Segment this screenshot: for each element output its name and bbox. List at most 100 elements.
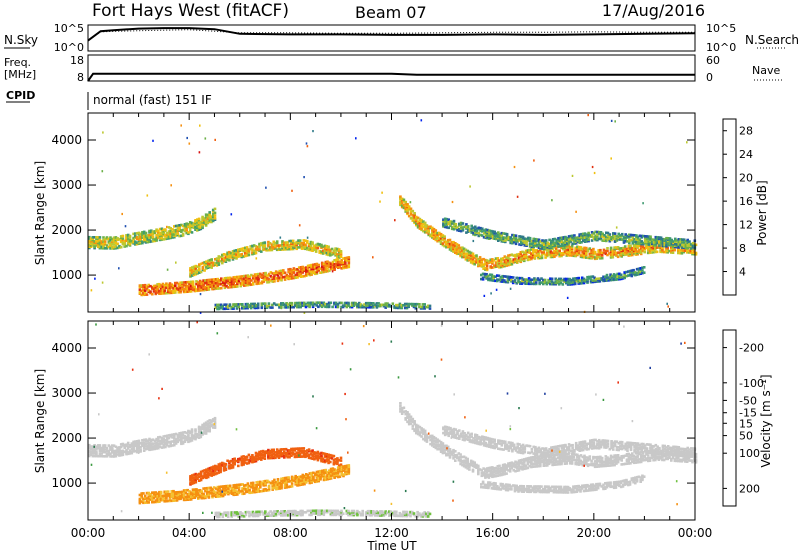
echo-cell — [230, 492, 234, 495]
echo-cell — [178, 224, 181, 227]
echo-cell — [368, 303, 372, 306]
echo-cell — [197, 431, 201, 434]
echo-cell — [228, 464, 231, 467]
echo-cell — [519, 257, 523, 261]
echo-cell — [515, 253, 519, 256]
echo-cell — [605, 276, 609, 280]
echo-cell — [459, 248, 462, 251]
echo-cell — [244, 488, 248, 491]
echo-cell — [585, 233, 589, 236]
echo-cell — [330, 251, 334, 255]
echo-cell — [116, 449, 119, 452]
echo-cell — [128, 242, 132, 246]
echo-cell — [291, 246, 295, 249]
echo-cell — [285, 302, 288, 305]
echo-cell — [148, 229, 151, 233]
echo-cell — [588, 254, 592, 257]
echo-cell — [151, 491, 154, 494]
echo-cell — [448, 238, 452, 242]
echo-cell — [167, 234, 171, 237]
echo-cell — [619, 273, 623, 277]
echo-cell — [140, 284, 143, 287]
echo-cell — [339, 463, 343, 466]
echo-cell — [262, 272, 266, 275]
echo-cell — [95, 237, 98, 240]
echo-cell — [340, 258, 343, 262]
echo-cell — [293, 455, 297, 459]
echo-cell — [474, 228, 477, 231]
echo-cell — [191, 288, 195, 292]
echo-cell — [288, 453, 291, 456]
echo-cell — [255, 278, 258, 282]
echo-cell — [187, 437, 190, 441]
echo-cell — [274, 271, 278, 275]
echo-cell — [240, 247, 244, 251]
echo-cell — [144, 234, 148, 237]
echo-cell — [198, 279, 202, 283]
echo-cell — [274, 487, 278, 491]
echo-cell — [431, 226, 434, 230]
echo-cell — [142, 284, 145, 287]
echo-cell — [638, 248, 641, 252]
echo-cell — [514, 253, 517, 257]
echo-cell — [535, 238, 539, 241]
echo-cell — [206, 266, 210, 269]
echo-cell — [546, 245, 550, 249]
echo-cell — [640, 242, 643, 246]
echo-cell — [212, 490, 216, 493]
echo-cell — [91, 452, 95, 455]
echo-cell — [272, 247, 275, 250]
echo-cell — [197, 217, 201, 221]
echo-cell — [154, 291, 158, 294]
echo-cell — [436, 234, 439, 238]
echo-cell — [134, 449, 137, 453]
echo-cell — [658, 236, 661, 239]
echo-cell — [320, 250, 323, 253]
echo-cell — [256, 245, 259, 249]
echo-cell — [298, 450, 302, 453]
echo-cell — [507, 257, 510, 260]
echo-cell — [167, 445, 171, 448]
echo-cell — [574, 248, 577, 251]
echo-cell — [241, 279, 244, 282]
echo-cell — [688, 240, 691, 243]
echo-cell — [271, 306, 274, 309]
echo-cell — [482, 236, 486, 239]
echo-cell — [581, 253, 584, 256]
echo-cell — [442, 223, 445, 227]
echo-cell — [519, 276, 522, 280]
echo-speck — [303, 311, 306, 314]
echo-cell — [332, 250, 336, 254]
echo-cell — [595, 257, 599, 260]
echo-cell — [427, 233, 430, 237]
echo-cell — [298, 239, 302, 242]
echo-cell — [197, 494, 200, 498]
echo-cell — [659, 239, 663, 242]
echo-cell — [585, 253, 588, 257]
echo-cell — [413, 217, 416, 221]
echo-cell — [655, 250, 659, 254]
echo-cell — [192, 273, 196, 277]
echo-cell — [148, 233, 151, 237]
echo-cell — [347, 261, 351, 265]
echo-cell — [541, 241, 544, 245]
echo-cell — [334, 305, 338, 309]
echo-cell — [217, 255, 221, 258]
echo-cell — [166, 499, 170, 503]
echo-cell — [239, 284, 243, 288]
echo-cell — [230, 285, 234, 289]
echo-cell — [228, 484, 232, 488]
echo-cell — [137, 235, 141, 239]
echo-cell — [266, 489, 269, 492]
echo-cell — [197, 221, 201, 225]
echo-cell — [588, 256, 592, 260]
echo-cell — [595, 254, 599, 258]
echo-cell — [520, 276, 524, 280]
echo-cell — [315, 269, 319, 273]
echo-cell — [210, 471, 213, 475]
echo-cell — [244, 461, 247, 464]
echo-cell — [260, 450, 263, 453]
echo-cell — [304, 246, 307, 249]
echo-cell — [613, 251, 616, 255]
echo-cell — [636, 251, 639, 255]
